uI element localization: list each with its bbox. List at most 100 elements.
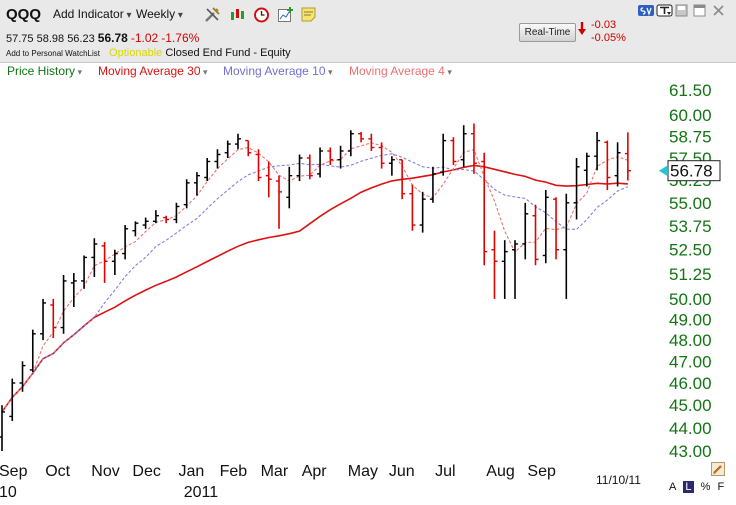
open-value: 57.75 bbox=[6, 33, 34, 45]
x-year-label: 2011 bbox=[184, 484, 219, 501]
ma30-layer bbox=[1, 164, 628, 413]
edit-pencil-icon[interactable] bbox=[711, 462, 725, 476]
price-bar bbox=[512, 240, 518, 299]
price-bar bbox=[522, 202, 529, 260]
y-tick-label: 49.00 bbox=[669, 310, 712, 329]
note-icon[interactable] bbox=[300, 6, 317, 23]
price-bar bbox=[388, 156, 395, 176]
price-bar bbox=[409, 184, 416, 231]
price-bar bbox=[358, 132, 365, 143]
ma30-line bbox=[1, 164, 628, 413]
x-year-label: 10 bbox=[0, 484, 17, 501]
scale-log-button[interactable]: L bbox=[683, 481, 694, 493]
price-bar bbox=[460, 125, 467, 167]
tools-icon[interactable] bbox=[204, 6, 221, 23]
x-month-label: Nov bbox=[91, 463, 119, 480]
price-bar bbox=[368, 133, 375, 151]
save-icon[interactable] bbox=[675, 4, 688, 17]
price-bar bbox=[604, 140, 611, 191]
price-bar bbox=[60, 274, 67, 334]
price-bar bbox=[553, 197, 560, 260]
scale-auto-button[interactable]: A bbox=[669, 481, 677, 493]
candlestick-icon[interactable] bbox=[229, 6, 246, 23]
realtime-button[interactable]: Real-Time bbox=[519, 23, 576, 42]
price-bar bbox=[50, 298, 57, 338]
price-bar bbox=[337, 145, 344, 169]
price-bar bbox=[204, 157, 211, 182]
price-bar bbox=[614, 142, 621, 187]
y-tick-label: 53.75 bbox=[669, 217, 712, 236]
price-bar bbox=[532, 204, 539, 266]
last-price-box bbox=[667, 160, 721, 182]
symbol-label[interactable]: QQQ bbox=[6, 6, 42, 23]
price-bar bbox=[481, 152, 488, 266]
y-tick-label: 60.00 bbox=[669, 106, 712, 125]
price-bar bbox=[29, 329, 36, 373]
price-bar bbox=[122, 225, 129, 260]
price-bar bbox=[101, 242, 108, 283]
x-month-label: Mar bbox=[261, 463, 289, 480]
y-tick-label: 50.00 bbox=[669, 290, 712, 309]
realtime-change-pct: -0.05% bbox=[591, 32, 626, 44]
price-bar bbox=[347, 130, 354, 157]
price-bar bbox=[142, 217, 149, 229]
x-month-label: May bbox=[348, 463, 378, 480]
chart-toolbar: QQQ Add Indicator Weekly 57.75 58.98 56.… bbox=[0, 0, 736, 63]
meta-row: Add to Personal WatchList Optionable Clo… bbox=[6, 47, 291, 59]
add-to-watchlist-link[interactable]: Add to Personal WatchList bbox=[6, 49, 100, 58]
price-bar bbox=[91, 238, 98, 277]
y-tick-label: 47.00 bbox=[669, 352, 712, 371]
price-bar bbox=[276, 175, 283, 229]
x-month-label: Feb bbox=[220, 463, 248, 480]
down-arrow-icon bbox=[578, 22, 586, 35]
price-bar bbox=[245, 139, 252, 157]
indicator-legend: Price History Moving Average 30 Moving A… bbox=[0, 63, 736, 79]
legend-ma10[interactable]: Moving Average 10 bbox=[223, 64, 333, 78]
price-bar bbox=[419, 191, 426, 233]
scale-fixed-button[interactable]: F bbox=[717, 481, 725, 493]
close-icon[interactable] bbox=[713, 5, 724, 16]
price-bar bbox=[306, 154, 313, 180]
add-indicator-button[interactable]: Add Indicator bbox=[53, 7, 132, 21]
price-bar bbox=[583, 152, 590, 187]
scale-percent-button[interactable]: % bbox=[700, 481, 711, 493]
price-bar bbox=[152, 210, 159, 224]
optionable-badge: Optionable bbox=[109, 47, 163, 59]
scale-controls: A L % F bbox=[669, 481, 728, 493]
sv-icon[interactable] bbox=[638, 5, 654, 16]
legend-price-history[interactable]: Price History bbox=[7, 64, 82, 78]
price-bar bbox=[81, 255, 88, 289]
price-bar bbox=[327, 147, 334, 166]
ma10-line bbox=[1, 153, 629, 413]
price-bar bbox=[214, 149, 221, 169]
y-tick-label: 45.00 bbox=[669, 396, 712, 415]
window-icon[interactable] bbox=[693, 4, 706, 17]
legend-ma4[interactable]: Moving Average 4 bbox=[349, 64, 452, 78]
price-bar bbox=[296, 154, 303, 182]
high-value: 58.98 bbox=[36, 33, 65, 45]
last-date-label: 11/10/11 bbox=[596, 473, 641, 487]
price-bar bbox=[70, 273, 77, 308]
x-month-label: Dec bbox=[132, 463, 160, 480]
menu-icon[interactable] bbox=[656, 4, 673, 17]
last-price-layer: 56.78 bbox=[659, 160, 721, 182]
price-bar bbox=[501, 240, 508, 299]
price-bars-layer bbox=[0, 123, 631, 451]
realtime-change: -0.03 -0.05% bbox=[591, 19, 626, 45]
x-month-label: Apr bbox=[302, 463, 328, 480]
y-tick-label: 44.00 bbox=[669, 419, 712, 438]
add-chart-icon[interactable] bbox=[277, 6, 294, 23]
clock-icon[interactable] bbox=[253, 6, 270, 23]
price-bar bbox=[440, 133, 447, 176]
price-bar bbox=[132, 221, 139, 237]
price-bar bbox=[563, 193, 570, 299]
period-select[interactable]: Weekly bbox=[136, 7, 183, 21]
legend-ma30[interactable]: Moving Average 30 bbox=[98, 64, 208, 78]
price-bar bbox=[9, 378, 16, 421]
price-bar bbox=[183, 179, 190, 209]
quote-row: 57.75 58.98 56.23 56.78 -1.02 -1.76% bbox=[6, 31, 199, 45]
x-month-label: Sep bbox=[0, 463, 28, 480]
fund-type-label: Closed End Fund - Equity bbox=[165, 47, 291, 59]
price-bar bbox=[491, 230, 498, 299]
